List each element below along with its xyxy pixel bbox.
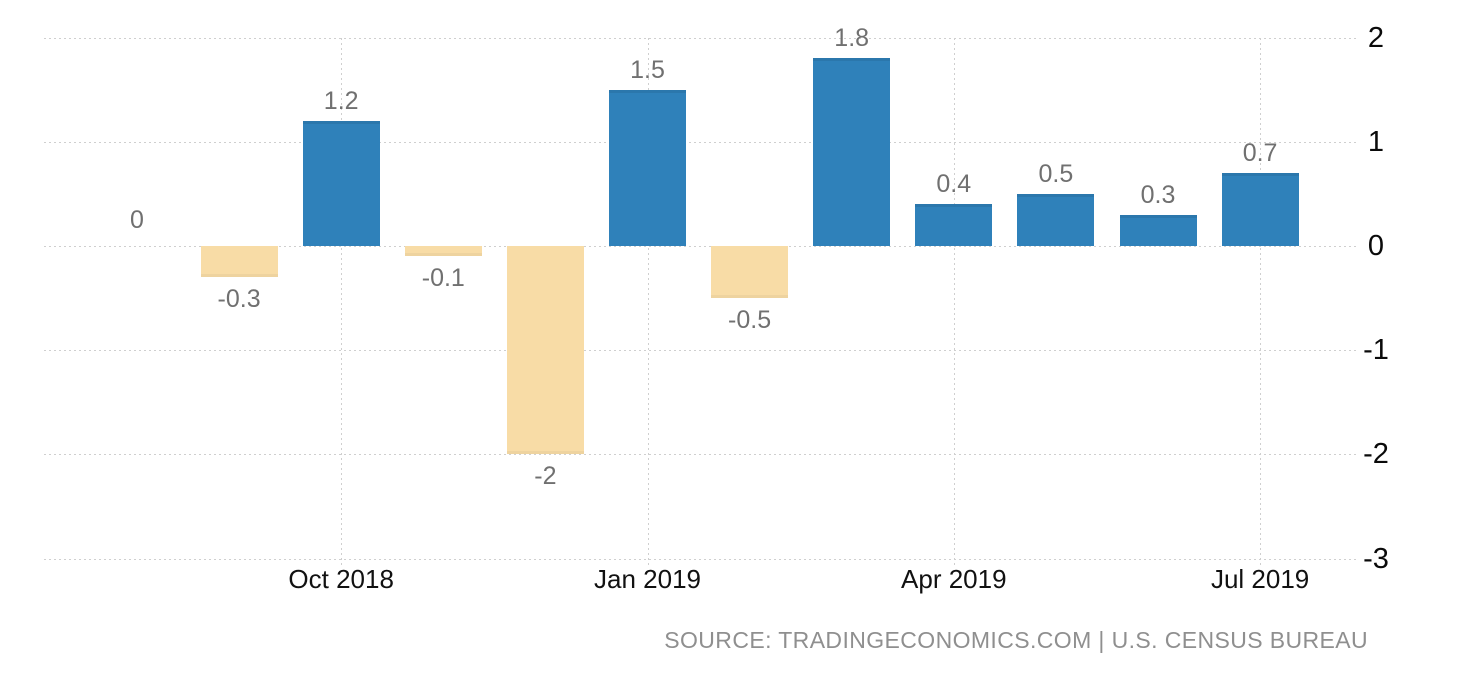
x-axis-tick-label: Oct 2018 xyxy=(288,564,394,594)
bar-value-label: -2 xyxy=(534,462,557,491)
y-axis-tick-label: 1 xyxy=(1367,125,1385,158)
bar[interactable] xyxy=(915,204,993,246)
v-gridline xyxy=(953,38,955,566)
bar[interactable] xyxy=(404,246,482,257)
source-attribution: SOURCE: TRADINGECONOMICS.COM | U.S. CENS… xyxy=(664,627,1368,653)
bar[interactable] xyxy=(813,58,891,246)
v-gridline xyxy=(1260,38,1262,566)
x-axis-tick-label: Apr 2019 xyxy=(901,564,1007,594)
bar-value-label: 0.4 xyxy=(936,170,972,199)
y-axis-tick-label: -3 xyxy=(1363,542,1389,575)
bar[interactable] xyxy=(506,246,584,455)
y-axis-tick-label: 0 xyxy=(1367,230,1385,262)
bar[interactable] xyxy=(200,246,278,278)
v-gridline xyxy=(341,38,343,566)
v-gridline xyxy=(647,38,649,566)
bar[interactable] xyxy=(711,246,789,299)
bar[interactable] xyxy=(1119,214,1197,246)
bar[interactable] xyxy=(609,89,686,246)
h-gridline xyxy=(44,37,1358,39)
bar-value-label: 0.3 xyxy=(1140,180,1176,209)
h-gridline xyxy=(44,246,1358,247)
bar-value-label: 0.7 xyxy=(1242,139,1278,168)
bar-value-label: 0.5 xyxy=(1038,159,1074,188)
bar-value-label: 0 xyxy=(130,206,144,234)
bar[interactable] xyxy=(1221,173,1299,246)
x-axis-tick-label: Jul 2019 xyxy=(1210,564,1310,594)
bar-value-label: 1.2 xyxy=(323,86,359,115)
y-axis-tick-label: -1 xyxy=(1363,334,1389,367)
bar-value-label: -0.3 xyxy=(217,285,261,314)
x-axis-tick-label: Jan 2019 xyxy=(594,564,701,594)
h-gridline xyxy=(44,350,1358,352)
h-gridline xyxy=(44,141,1358,143)
bar-value-label: 1.8 xyxy=(834,24,870,53)
y-axis-tick-label: 2 xyxy=(1367,21,1385,54)
bar[interactable] xyxy=(302,120,380,246)
h-gridline xyxy=(44,558,1358,560)
y-axis-tick-label: -2 xyxy=(1363,438,1389,471)
bar[interactable] xyxy=(1017,193,1095,246)
h-gridline xyxy=(44,454,1358,456)
bar-value-label: -0.1 xyxy=(421,264,465,293)
bar-value-label: -0.5 xyxy=(728,306,772,335)
bar-value-label: 1.5 xyxy=(630,55,665,84)
